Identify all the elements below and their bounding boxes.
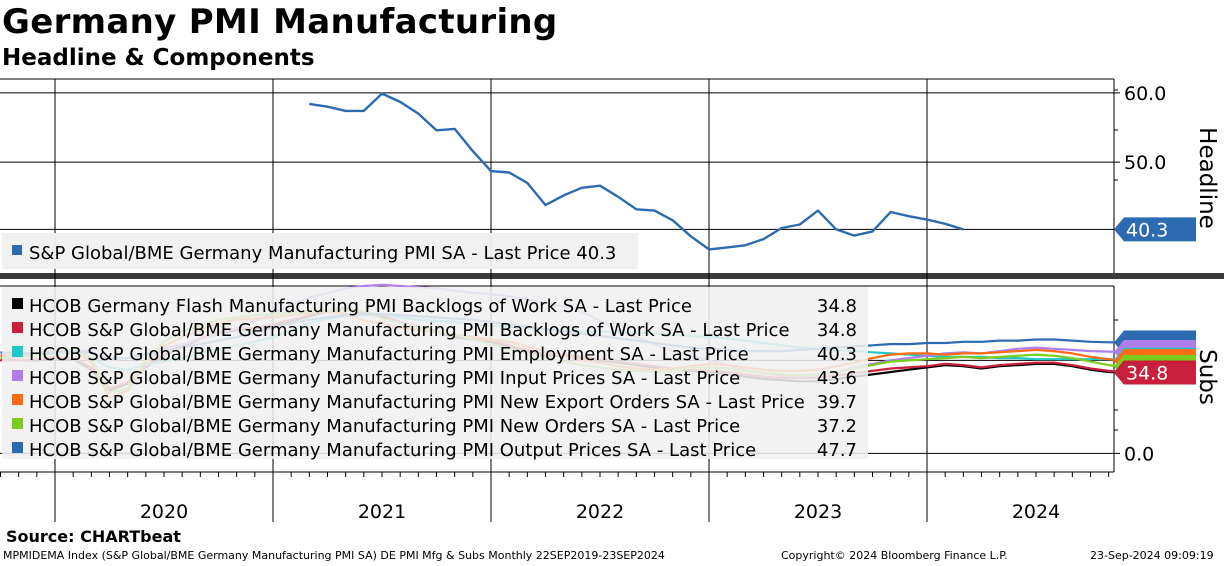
subs-last-value-tag — [1114, 360, 1196, 385]
subs-legend-box — [2, 287, 868, 459]
year-tick-label: 2020 — [140, 501, 188, 523]
year-tick-label: 2022 — [576, 501, 624, 523]
subs-legend-text: HCOB S&P Global/BME Germany Manufacturin… — [29, 344, 749, 365]
subs-legend-text: HCOB Germany Flash Manufacturing PMI Bac… — [29, 296, 692, 317]
subs-legend-text: HCOB S&P Global/BME Germany Manufacturin… — [29, 440, 756, 461]
headline-legend-text: S&P Global/BME Germany Manufacturing PMI… — [29, 243, 616, 264]
subs-legend-swatch — [12, 394, 23, 405]
subs-legend-swatch — [12, 322, 23, 333]
chart-subtitle: Headline & Components — [2, 45, 315, 71]
headline-legend-box — [2, 233, 638, 269]
subs-legend-value: 47.7 — [817, 440, 857, 461]
subs-legend-text: HCOB S&P Global/BME Germany Manufacturin… — [29, 320, 790, 341]
subs-legend-value: 34.8 — [817, 296, 857, 317]
year-tick-label: 2021 — [358, 501, 406, 523]
subs-legend-value: 39.7 — [817, 392, 857, 413]
subs-legend-text: HCOB S&P Global/BME Germany Manufacturin… — [29, 368, 740, 389]
headline-legend-swatch — [12, 245, 22, 255]
subs-last-value-label: 34.8 — [1126, 362, 1168, 384]
subs-axis-title: Subs — [1194, 349, 1220, 405]
subs-legend-value: 37.2 — [817, 416, 857, 437]
panel-divider — [0, 273, 1224, 279]
headline-last-value-label: 40.3 — [1126, 219, 1168, 241]
subs-legend-value: 40.3 — [817, 344, 857, 365]
source-note: Source: CHARTbeat — [6, 527, 181, 546]
footer-copyright: Copyright© 2024 Bloomberg Finance L.P. — [781, 549, 1008, 562]
chart-title: Germany PMI Manufacturing — [2, 2, 558, 42]
subs-legend-swatch — [12, 418, 23, 429]
subs-legend-swatch — [12, 442, 23, 453]
subs-legend-value: 34.8 — [817, 320, 857, 341]
subs-legend-swatch — [12, 346, 23, 357]
subs-tick-label: 0.0 — [1124, 443, 1154, 465]
year-tick-label: 2023 — [794, 501, 842, 523]
footer-timestamp: 23-Sep-2024 09:09:19 — [1090, 549, 1214, 562]
headline-tick-label: 50.0 — [1124, 152, 1166, 174]
headline-series-line — [309, 92, 964, 251]
footer-index-info: MPMIDEMA Index (S&P Global/BME Germany M… — [3, 549, 665, 562]
headline-last-value-tag — [1114, 217, 1196, 242]
subs-legend-text: HCOB S&P Global/BME Germany Manufacturin… — [29, 416, 740, 437]
subs-legend-text: HCOB S&P Global/BME Germany Manufacturin… — [29, 392, 805, 413]
subs-legend-swatch — [12, 370, 23, 381]
headline-axis-title: Headline — [1194, 127, 1220, 229]
subs-legend-swatch — [12, 298, 23, 309]
subs-legend-value: 43.6 — [817, 368, 857, 389]
headline-tick-label: 60.0 — [1124, 83, 1166, 105]
year-tick-label: 2024 — [1012, 501, 1060, 523]
